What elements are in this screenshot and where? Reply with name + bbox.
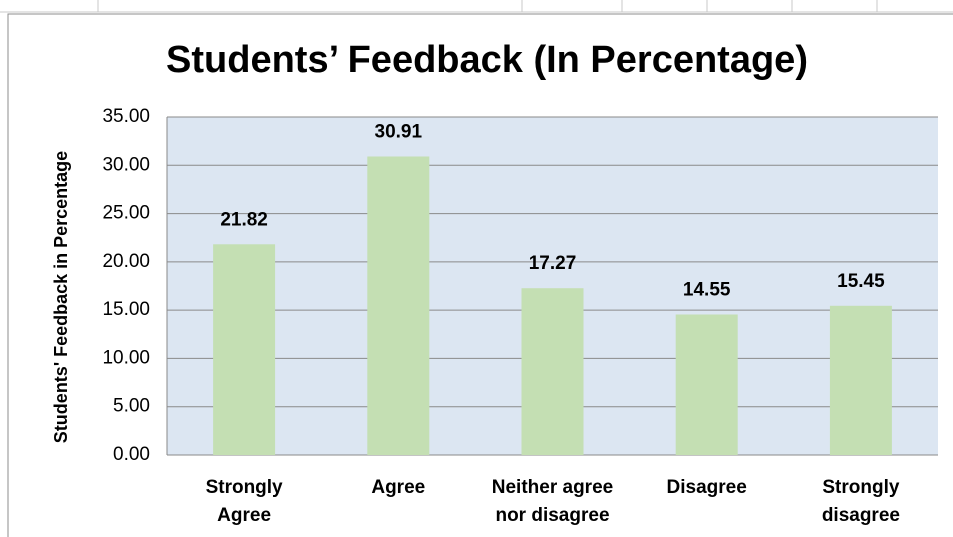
x-tick-label: Strongly Agree	[205, 477, 283, 526]
data-label: 17.27	[529, 253, 577, 274]
y-tick-label: 0.00	[113, 444, 150, 465]
x-tick-label: Disagree	[666, 477, 747, 498]
bar	[213, 244, 276, 455]
data-label: 15.45	[837, 271, 885, 292]
y-tick-label: 10.00	[102, 347, 150, 368]
y-tick-label: 5.00	[113, 396, 150, 417]
bar	[367, 156, 430, 455]
y-tick-label: 25.00	[102, 203, 150, 224]
y-tick-label: 35.00	[102, 106, 150, 127]
x-tick-label: Neither agree nor disagree	[491, 477, 614, 526]
x-tick-label: Agree	[371, 477, 426, 498]
data-label: 21.82	[220, 209, 268, 230]
x-tick-label: Strongly disagree	[821, 477, 900, 526]
y-tick-label: 15.00	[102, 299, 150, 320]
y-axis-label: Students' Feedback in Percentage	[51, 151, 71, 443]
bar	[675, 314, 738, 455]
y-tick-label: 20.00	[102, 251, 150, 272]
y-tick-label: 30.00	[102, 154, 150, 175]
data-label: 30.91	[375, 122, 423, 143]
chart-title: Students’ Feedback (In Percentage)	[166, 39, 808, 81]
bar	[521, 288, 584, 455]
bar	[829, 305, 892, 455]
data-label: 14.55	[683, 280, 731, 301]
